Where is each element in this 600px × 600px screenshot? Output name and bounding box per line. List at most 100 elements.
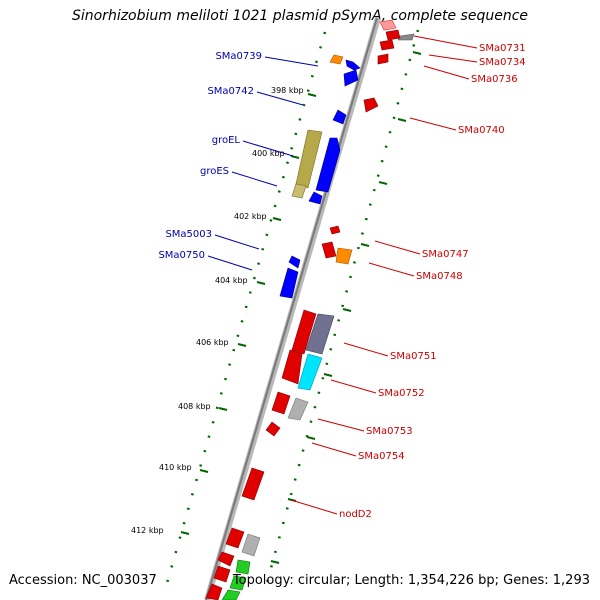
label-SMa0753: SMa0753 xyxy=(366,426,413,437)
gene-green-2 xyxy=(229,575,247,591)
leader-SMa0747 xyxy=(374,240,421,255)
leader-SMa0750 xyxy=(207,255,253,271)
gene-SMa5003 xyxy=(288,255,301,269)
gene-SMa0747 xyxy=(329,225,341,235)
gene-orange-top xyxy=(329,54,344,65)
gene-SMa0747b xyxy=(321,241,337,259)
tick-label: 410 kbp xyxy=(159,463,192,472)
scale-ticks: 398 kbp 400 kbp 402 kbp 404 kbp 406 kbp 408 k… xyxy=(131,51,422,564)
gene-SMa0748 xyxy=(335,247,353,265)
leader-SMa0736 xyxy=(423,65,470,80)
label-SMa5003: SMa5003 xyxy=(165,229,212,240)
label-groES: groES xyxy=(200,166,229,177)
scale-tick xyxy=(199,469,209,473)
gene-SMa0742 xyxy=(332,109,347,125)
label-SMa0742: SMa0742 xyxy=(207,86,254,97)
outer-scale-tick xyxy=(270,560,280,564)
leader-SMa5003 xyxy=(214,234,260,250)
outer-scale-tick xyxy=(378,181,388,185)
gene-SMa0752-cyan xyxy=(297,353,323,391)
outer-scale-tick xyxy=(360,243,370,247)
gene-red-low1 xyxy=(225,527,245,549)
gene-SMa0753-grey xyxy=(287,397,309,421)
map-title: Sinorhizobium meliloti 1021 plasmid pSym… xyxy=(71,8,529,24)
leader-SMa0752 xyxy=(330,379,377,394)
gene-grey-top xyxy=(397,33,415,41)
gene-red-low4 xyxy=(205,583,223,600)
backbone-core xyxy=(205,17,378,600)
gene-SMa0739 xyxy=(345,59,361,71)
gene-SMa0731 xyxy=(385,29,401,41)
label-SMa0740: SMa0740 xyxy=(458,125,505,136)
gene-green-1 xyxy=(235,559,251,575)
tick-label: 398 kbp xyxy=(271,86,304,95)
scale-tick xyxy=(237,343,247,347)
outer-scale-tick xyxy=(412,51,422,55)
tick-label: 412 kbp xyxy=(131,526,164,535)
gene-olive-small xyxy=(291,183,307,199)
outer-scale-tick xyxy=(342,308,352,312)
tick-label: 408 kbp xyxy=(178,402,211,411)
label-SMa0752: SMa0752 xyxy=(378,388,425,399)
label-SMa0747: SMa0747 xyxy=(422,249,469,260)
tick-label: 402 kbp xyxy=(234,212,267,221)
scale-tick xyxy=(180,531,190,535)
plasmid-backbone xyxy=(204,17,381,600)
gene-labels: SMa0739 SMa0742 groEL groES SMa5003 SMa0750 SM… xyxy=(158,43,525,520)
leader-SMa0753 xyxy=(317,418,365,432)
topology-text: Topology: circular; Length: 1,354,226 bp… xyxy=(232,573,590,588)
gene-SMa0751 xyxy=(291,309,317,355)
gene-features xyxy=(205,19,415,600)
gene-SMa0752 xyxy=(281,349,303,385)
leader-SMa0742 xyxy=(256,91,304,106)
accession-text: Accession: NC_003037 xyxy=(9,573,157,588)
scale-tick xyxy=(272,217,282,221)
label-SMa0751: SMa0751 xyxy=(390,351,437,362)
gene-SMa0751-navy xyxy=(305,313,335,355)
tick-label: 400 kbp xyxy=(252,149,285,158)
leader-groEL xyxy=(242,140,294,157)
gene-groES xyxy=(308,191,323,205)
leader-SMa0754 xyxy=(311,442,357,457)
gene-SMa0734 xyxy=(379,39,395,51)
gene-nodD2 xyxy=(241,467,265,501)
gene-SMa0754 xyxy=(265,421,281,437)
outer-scale-tick xyxy=(323,373,333,377)
label-leaders xyxy=(207,35,478,515)
leader-SMa0748 xyxy=(368,262,415,277)
leader-nodD2 xyxy=(290,499,338,515)
label-nodD2: nodD2 xyxy=(339,509,372,520)
gene-red-low3 xyxy=(213,565,231,583)
gene-groEL xyxy=(315,137,341,193)
leader-SMa0731 xyxy=(413,35,478,49)
tick-label: 406 kbp xyxy=(196,338,229,347)
gene-green-3 xyxy=(221,589,241,600)
leader-SMa0751 xyxy=(343,342,389,357)
gene-SMa0731-pale xyxy=(379,19,397,31)
label-SMa0734: SMa0734 xyxy=(479,57,526,68)
scale-tick xyxy=(218,407,228,411)
leader-SMa0739 xyxy=(264,56,319,67)
label-SMa0739: SMa0739 xyxy=(215,51,262,62)
gene-SMa0736 xyxy=(377,53,389,65)
scale-tick xyxy=(307,93,317,97)
gene-grey-low xyxy=(241,533,261,557)
label-SMa0750: SMa0750 xyxy=(158,250,205,261)
leader-groES xyxy=(231,171,278,187)
label-groEL: groEL xyxy=(212,135,241,146)
tick-label: 404 kbp xyxy=(215,276,248,285)
gene-SMa0740 xyxy=(363,97,379,113)
outer-scale-tick xyxy=(397,118,407,122)
label-SMa0748: SMa0748 xyxy=(416,271,463,282)
outer-scale-tick xyxy=(306,436,316,440)
leader-SMa0740 xyxy=(409,117,457,131)
inner-tick-track xyxy=(163,31,327,591)
gene-red-low2 xyxy=(217,551,235,567)
label-SMa0736: SMa0736 xyxy=(471,74,518,85)
leader-SMa0734 xyxy=(428,54,478,63)
label-SMa0731: SMa0731 xyxy=(479,43,526,54)
gene-olive-box xyxy=(295,129,323,189)
gene-SMa0750 xyxy=(279,267,299,299)
label-SMa0754: SMa0754 xyxy=(358,451,405,462)
